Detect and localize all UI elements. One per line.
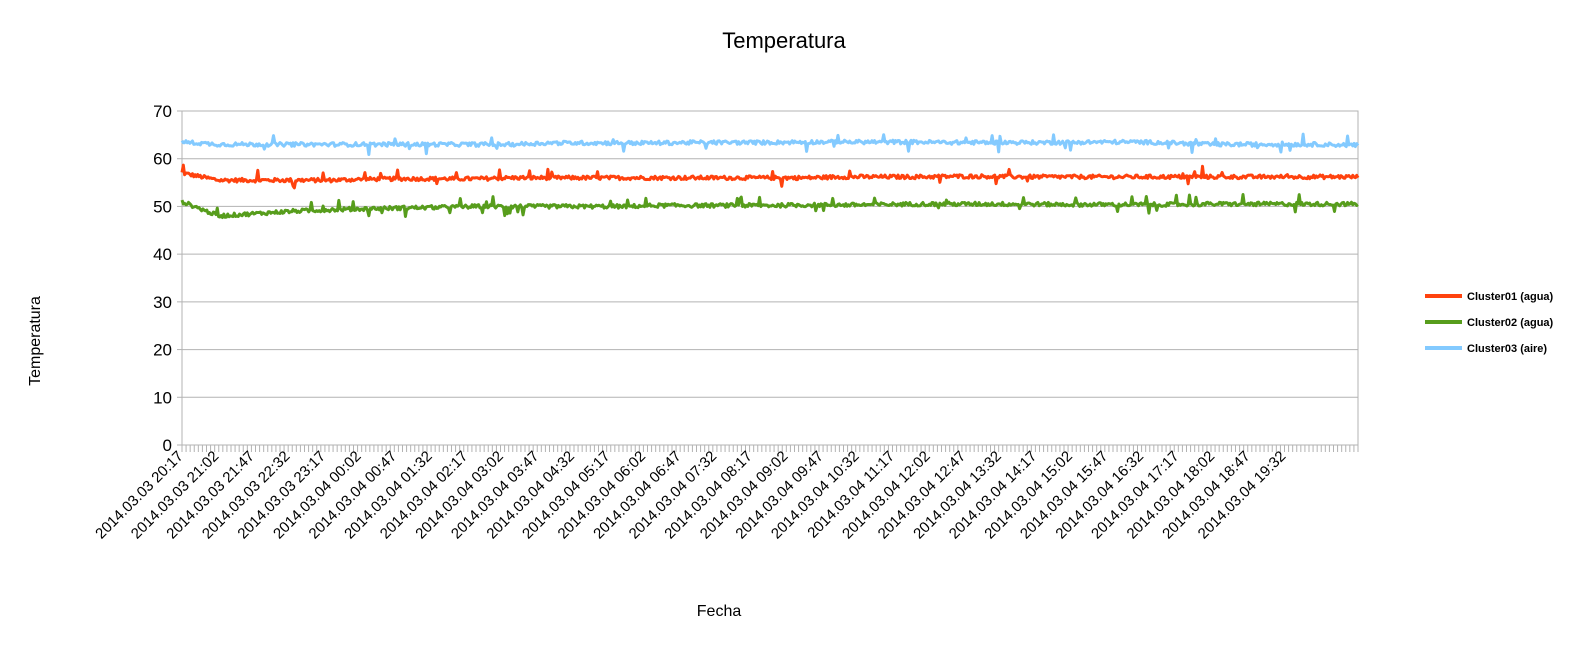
y-tick-label: 10	[153, 388, 172, 407]
y-tick-label: 0	[163, 436, 172, 455]
series-line-1	[180, 163, 1360, 190]
y-tick-label: 50	[153, 197, 172, 216]
gridlines	[182, 110, 1358, 446]
y-tick-label: 70	[153, 102, 172, 121]
y-tick-label: 60	[153, 150, 172, 169]
legend-label-2: Cluster02 (agua)	[1467, 317, 1554, 329]
chart-title: Temperatura	[722, 28, 846, 53]
legend-label-1: Cluster01 (agua)	[1467, 291, 1554, 303]
series-line-3	[180, 132, 1360, 157]
series-line-2	[180, 193, 1359, 220]
x-axis-label: Fecha	[697, 603, 742, 620]
y-axis: 0 10 20 30 40 50 60 70	[153, 102, 182, 455]
y-tick-label: 30	[153, 293, 172, 312]
legend: Cluster01 (agua) Cluster02 (agua) Cluster0…	[1425, 291, 1554, 355]
x-axis-minor-ticks	[181, 445, 1359, 452]
y-tick-label: 40	[153, 245, 172, 264]
y-axis-label: Temperatura	[27, 296, 44, 386]
plot-border	[181, 110, 1359, 446]
x-minor-ticks	[181, 445, 1359, 452]
series-group	[180, 132, 1360, 220]
plot-area	[181, 110, 1359, 446]
legend-label-3: Cluster03 (aire)	[1467, 343, 1547, 355]
y-tick-label: 20	[153, 341, 172, 360]
